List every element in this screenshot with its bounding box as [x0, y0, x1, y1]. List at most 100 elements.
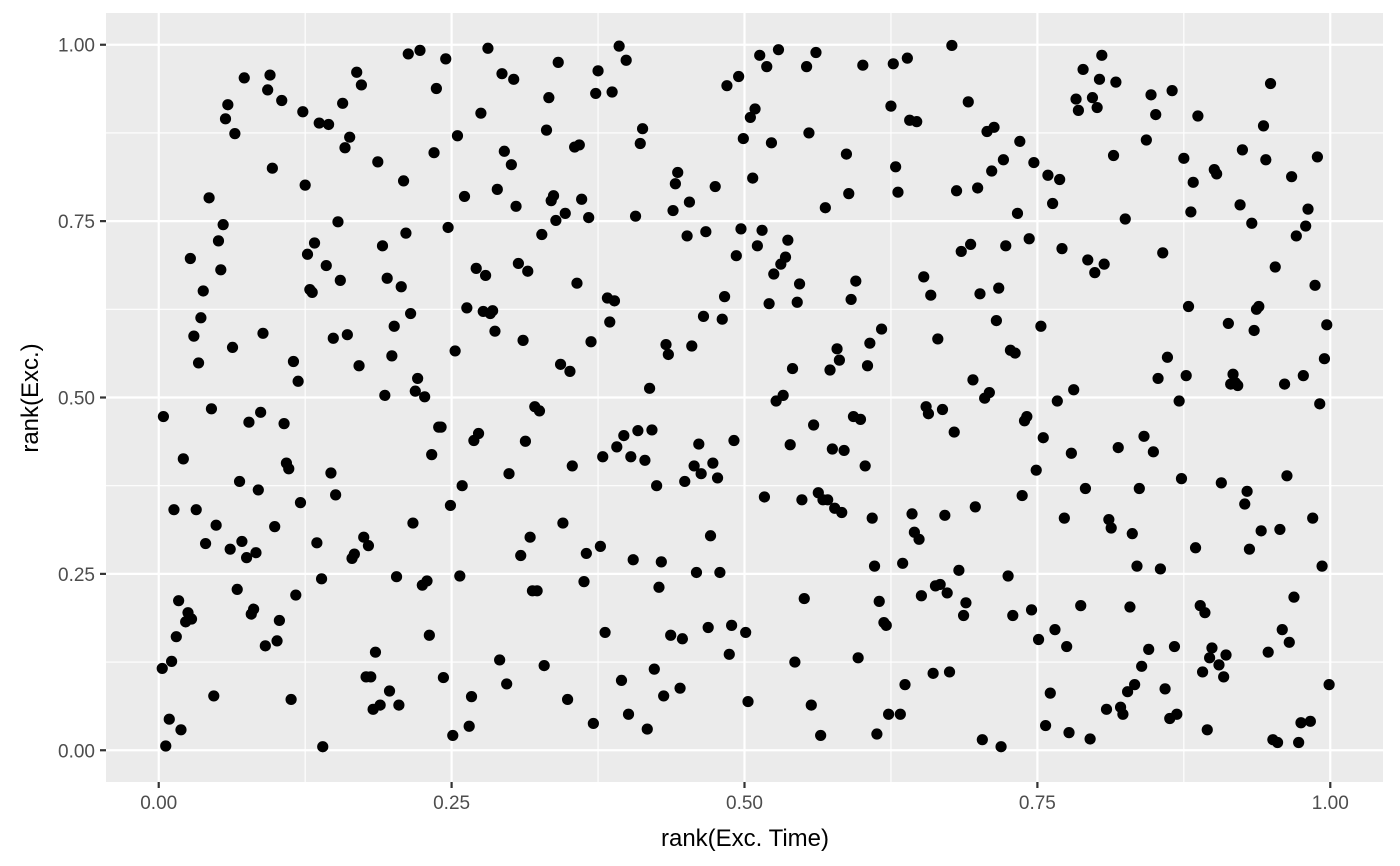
data-point: [622, 708, 635, 720]
data-point: [747, 172, 759, 184]
data-point: [683, 196, 696, 208]
data-point: [660, 338, 672, 351]
data-point: [170, 631, 182, 643]
data-point: [1293, 736, 1305, 749]
data-point: [461, 302, 473, 314]
data-point: [651, 480, 663, 492]
data-point: [383, 685, 396, 697]
data-point: [786, 362, 799, 375]
data-point: [327, 332, 339, 344]
data-point: [1025, 604, 1038, 616]
data-point: [1086, 92, 1099, 104]
data-point: [1220, 649, 1232, 661]
data-point: [894, 708, 906, 720]
data-point: [679, 475, 691, 488]
data-point: [733, 70, 745, 83]
data-point: [1297, 370, 1309, 382]
data-point: [808, 419, 820, 431]
data-point: [636, 123, 649, 135]
data-point: [240, 552, 253, 564]
data-point: [711, 472, 724, 484]
data-point: [571, 277, 583, 289]
data-point: [648, 663, 660, 675]
data-point: [875, 323, 888, 335]
data-point: [463, 720, 475, 732]
data-point: [536, 228, 548, 241]
data-point: [1039, 719, 1052, 732]
data-point: [1288, 591, 1300, 603]
data-point: [278, 418, 290, 430]
gridlines: [106, 13, 1383, 782]
data-point: [1257, 120, 1270, 132]
data-point: [341, 329, 353, 341]
data-point: [906, 508, 918, 520]
data-point: [1309, 279, 1321, 291]
data-point: [604, 316, 616, 328]
data-point: [552, 56, 564, 68]
data-point: [1119, 213, 1131, 225]
data-point: [533, 405, 546, 417]
data-point: [231, 583, 243, 595]
data-point: [608, 295, 621, 307]
data-point: [868, 560, 881, 572]
data-point: [423, 629, 435, 641]
data-point: [1227, 368, 1239, 380]
data-point: [1028, 156, 1040, 169]
data-point: [273, 614, 285, 627]
data-point: [864, 337, 876, 349]
data-point: [644, 382, 656, 394]
data-point: [1236, 144, 1249, 156]
data-point: [1211, 168, 1223, 180]
data-point: [1213, 659, 1225, 671]
data-point: [494, 654, 506, 666]
data-point: [222, 99, 234, 111]
data-point: [892, 186, 904, 198]
data-point: [1253, 300, 1265, 313]
data-point: [1044, 687, 1056, 699]
data-point: [955, 245, 967, 258]
data-point: [887, 58, 899, 70]
x-tick-label: 0.50: [726, 793, 763, 814]
data-point: [772, 44, 785, 56]
data-point: [618, 429, 630, 442]
data-point: [840, 148, 853, 160]
data-point: [515, 549, 527, 562]
data-point: [320, 259, 332, 272]
data-point: [315, 573, 328, 585]
data-points: [156, 39, 1335, 753]
data-point: [1311, 151, 1323, 163]
data-point: [927, 667, 939, 679]
data-point: [313, 117, 325, 129]
data-point: [212, 235, 225, 247]
data-point: [854, 413, 867, 425]
data-point: [913, 533, 925, 545]
data-point: [217, 219, 229, 231]
data-point: [322, 118, 335, 131]
data-point: [1161, 351, 1174, 363]
data-point: [405, 307, 417, 320]
data-point: [936, 403, 949, 416]
data-point: [890, 161, 902, 173]
data-point: [287, 355, 300, 368]
data-point: [1206, 642, 1218, 654]
data-point: [1239, 498, 1251, 510]
data-point: [941, 587, 953, 599]
data-point: [1286, 171, 1298, 183]
data-point: [1079, 482, 1092, 495]
data-point: [566, 460, 578, 472]
data-point: [730, 250, 742, 262]
data-point: [250, 547, 262, 559]
data-point: [308, 237, 321, 249]
data-point: [993, 282, 1005, 294]
data-point: [1271, 736, 1284, 749]
data-point: [1175, 473, 1188, 485]
data-point: [1100, 703, 1113, 715]
data-point: [407, 517, 419, 529]
data-point: [629, 210, 642, 222]
data-point: [838, 444, 850, 457]
data-point: [444, 499, 457, 512]
data-point: [824, 364, 836, 376]
data-point: [798, 592, 810, 605]
data-point: [822, 494, 834, 506]
